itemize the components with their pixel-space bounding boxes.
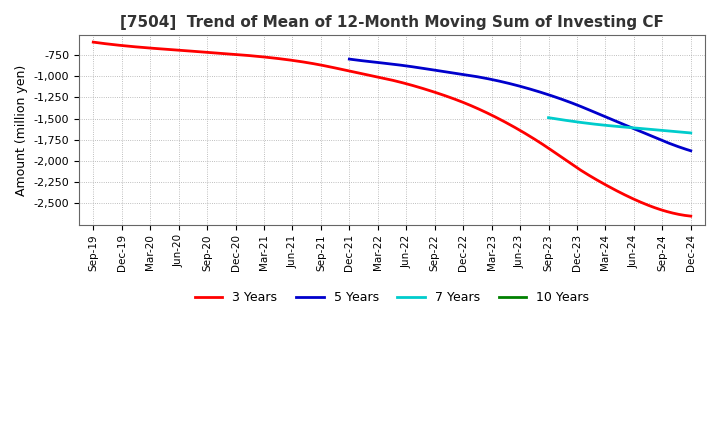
Line: 3 Years: 3 Years (94, 42, 690, 216)
Title: [7504]  Trend of Mean of 12-Month Moving Sum of Investing CF: [7504] Trend of Mean of 12-Month Moving … (120, 15, 664, 30)
7 Years (686, 130, 695, 136)
Line: 7 Years: 7 Years (549, 117, 690, 133)
3 Years (454, 98, 463, 103)
5 Years (554, 95, 562, 101)
Legend: 3 Years, 5 Years, 7 Years, 10 Years: 3 Years, 5 Years, 7 Years, 10 Years (190, 286, 594, 309)
7 Years (544, 115, 553, 120)
7 Years (629, 125, 637, 130)
5 Years (345, 56, 354, 62)
7 Years (664, 128, 672, 134)
3 Years (631, 197, 639, 202)
3 Years (89, 40, 98, 45)
3 Years (445, 95, 454, 100)
3 Years (443, 94, 451, 99)
3 Years (91, 40, 99, 45)
5 Years (686, 148, 695, 154)
5 Years (346, 57, 355, 62)
3 Years (686, 213, 695, 219)
Line: 5 Years: 5 Years (349, 59, 690, 151)
5 Years (633, 128, 642, 133)
5 Years (547, 93, 556, 99)
7 Years (673, 129, 682, 134)
5 Years (654, 136, 663, 142)
7 Years (631, 125, 640, 131)
Y-axis label: Amount (million yen): Amount (million yen) (15, 64, 28, 196)
3 Years (593, 177, 601, 183)
5 Years (548, 93, 557, 99)
7 Years (629, 125, 637, 130)
7 Years (544, 115, 553, 121)
